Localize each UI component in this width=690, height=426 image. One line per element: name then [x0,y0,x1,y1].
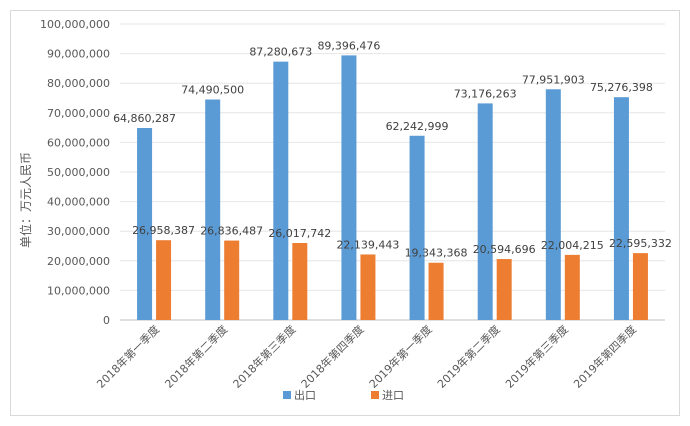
data-label-export-7: 75,276,398 [590,81,653,94]
category-label-2: 2018年第三季度 [230,322,299,391]
bar-import-4 [428,262,444,320]
gridlines [120,23,665,321]
data-label-import-6: 22,004,215 [541,239,604,252]
bar-export-0 [137,128,153,320]
category-label-6: 2019年第三季度 [502,322,571,391]
bars [137,55,648,321]
category-label-1: 2018年第二季度 [162,322,231,391]
y-tick-label-10: 100,000,000 [40,18,110,31]
y-tick-label-9: 90,000,000 [47,48,110,61]
y-tick-label-7: 70,000,000 [47,107,110,120]
bar-export-2 [273,61,289,321]
data-labels: 64,860,287 26,958,387 74,490,500 26,836,487… [113,39,672,259]
bar-import-5 [496,259,512,320]
data-label-import-1: 26,836,487 [200,225,263,238]
legend-label-import: 进口 [382,389,404,402]
data-label-import-3: 22,139,443 [336,238,399,251]
y-tick-label-0: 0 [103,314,110,327]
data-label-import-0: 26,958,387 [132,224,195,237]
bar-export-5 [477,103,493,321]
y-tick-label-4: 40,000,000 [47,196,110,209]
data-label-import-4: 19,343,368 [405,247,468,260]
bar-import-1 [224,240,240,320]
y-tick-label-6: 60,000,000 [47,136,110,149]
category-label-7: 2019年第四季度 [570,322,639,391]
bar-import-2 [292,242,308,320]
bar-export-1 [205,99,221,320]
y-tick-label-2: 20,000,000 [47,255,110,268]
bar-import-7 [632,253,648,320]
category-label-4: 2019年第一季度 [366,322,435,391]
category-label-3: 2018年第四季度 [298,322,367,391]
data-label-export-1: 74,490,500 [181,84,244,97]
data-label-import-2: 26,017,742 [268,227,331,240]
data-label-export-3: 89,396,476 [317,39,380,52]
y-axis-ticks: 0 10,000,000 20,000,000 30,000,000 40,000,00… [40,18,110,327]
y-tick-label-3: 30,000,000 [47,225,110,238]
category-label-5: 2019年第二季度 [434,322,503,391]
data-label-export-6: 77,951,903 [522,73,585,86]
category-labels: 2018年第一季度 2018年第二季度 2018年第三季度 2018年第四季度 2019… [94,322,639,391]
bar-export-7 [613,97,629,321]
bar-export-4 [409,135,425,320]
legend-label-export: 出口 [294,388,316,402]
data-label-export-0: 64,860,287 [113,112,176,125]
bar-import-3 [360,254,376,320]
legend-swatch-import [371,391,379,399]
data-label-import-7: 22,595,332 [609,237,672,250]
bar-import-0 [156,240,172,320]
category-label-0: 2018年第一季度 [94,322,163,391]
data-label-export-5: 73,176,263 [454,87,517,100]
data-label-export-4: 62,242,999 [386,120,449,133]
bar-import-6 [564,254,580,320]
y-tick-label-5: 50,000,000 [47,166,110,179]
legend: 出口 进口 [283,388,404,402]
bar-export-6 [545,89,561,321]
data-label-import-5: 20,594,696 [473,243,536,256]
y-axis-label: 单位：万元人民币 [18,152,33,248]
legend-swatch-export [283,391,291,399]
y-tick-label-1: 10,000,000 [47,284,110,297]
bar-export-3 [341,55,357,320]
y-tick-label-8: 80,000,000 [47,77,110,90]
data-label-export-2: 87,280,673 [249,46,312,59]
